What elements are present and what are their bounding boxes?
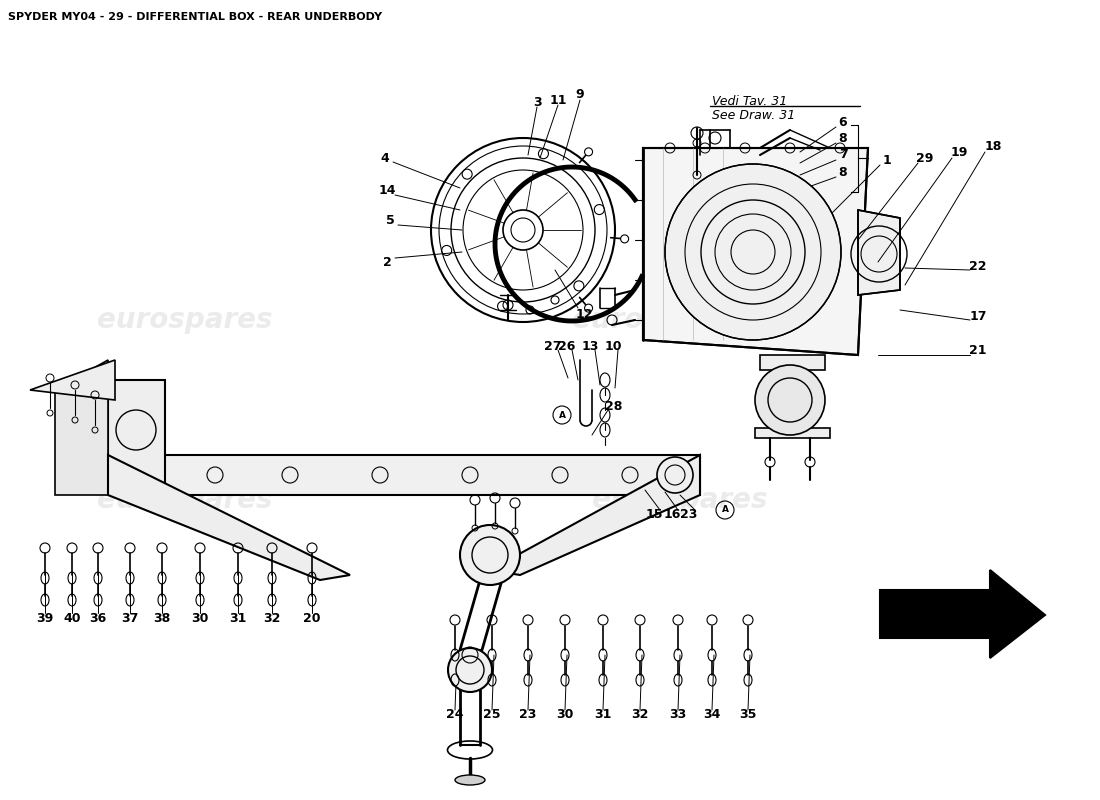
Text: 8: 8 bbox=[838, 131, 847, 145]
Text: 39: 39 bbox=[36, 611, 54, 625]
Text: 27: 27 bbox=[544, 339, 562, 353]
Text: 5: 5 bbox=[386, 214, 395, 227]
Text: 32: 32 bbox=[263, 611, 280, 625]
Text: SPYDER MY04 - 29 - DIFFERENTIAL BOX - REAR UNDERBODY: SPYDER MY04 - 29 - DIFFERENTIAL BOX - RE… bbox=[8, 12, 382, 22]
Text: A: A bbox=[559, 410, 565, 419]
Polygon shape bbox=[490, 455, 700, 575]
Circle shape bbox=[460, 525, 520, 585]
Circle shape bbox=[755, 365, 825, 435]
Text: 19: 19 bbox=[950, 146, 968, 159]
Circle shape bbox=[584, 304, 593, 312]
Text: 35: 35 bbox=[739, 709, 757, 722]
Text: 26: 26 bbox=[559, 339, 575, 353]
Polygon shape bbox=[108, 380, 165, 495]
Text: 12: 12 bbox=[575, 307, 593, 321]
Text: 15: 15 bbox=[646, 509, 662, 522]
Text: 4: 4 bbox=[381, 151, 389, 165]
Polygon shape bbox=[760, 355, 825, 370]
Ellipse shape bbox=[455, 775, 485, 785]
Text: 11: 11 bbox=[549, 94, 566, 106]
Text: 1: 1 bbox=[882, 154, 891, 167]
Polygon shape bbox=[755, 428, 830, 438]
Text: 25: 25 bbox=[483, 709, 500, 722]
Text: 3: 3 bbox=[532, 95, 541, 109]
Text: 40: 40 bbox=[64, 611, 80, 625]
Text: 32: 32 bbox=[631, 709, 649, 722]
Text: 34: 34 bbox=[703, 709, 720, 722]
Circle shape bbox=[448, 648, 492, 692]
Polygon shape bbox=[30, 360, 116, 400]
Text: 7: 7 bbox=[838, 149, 847, 162]
Text: 30: 30 bbox=[191, 611, 209, 625]
Text: 16: 16 bbox=[663, 509, 681, 522]
Text: 38: 38 bbox=[153, 611, 170, 625]
Polygon shape bbox=[644, 148, 868, 355]
Text: 9: 9 bbox=[575, 89, 584, 102]
Text: 18: 18 bbox=[984, 141, 1002, 154]
Polygon shape bbox=[858, 210, 900, 295]
Circle shape bbox=[657, 457, 693, 493]
Text: 23: 23 bbox=[519, 709, 537, 722]
Text: 23: 23 bbox=[680, 509, 697, 522]
Text: eurospares: eurospares bbox=[97, 306, 273, 334]
Text: 2: 2 bbox=[383, 255, 392, 269]
Text: 31: 31 bbox=[594, 709, 612, 722]
Polygon shape bbox=[880, 570, 1045, 658]
Text: 8: 8 bbox=[838, 166, 847, 178]
Polygon shape bbox=[108, 455, 350, 580]
Text: 37: 37 bbox=[121, 611, 139, 625]
Circle shape bbox=[666, 164, 842, 340]
Text: 6: 6 bbox=[838, 117, 847, 130]
Text: See Draw. 31: See Draw. 31 bbox=[712, 109, 795, 122]
Text: 29: 29 bbox=[916, 151, 934, 165]
Polygon shape bbox=[55, 360, 108, 495]
Text: 36: 36 bbox=[89, 611, 107, 625]
Circle shape bbox=[620, 235, 628, 243]
Text: 21: 21 bbox=[969, 345, 987, 358]
Text: eurospares: eurospares bbox=[572, 306, 748, 334]
Text: 20: 20 bbox=[304, 611, 321, 625]
Polygon shape bbox=[108, 455, 700, 495]
Text: 17: 17 bbox=[969, 310, 987, 322]
Text: 31: 31 bbox=[229, 611, 246, 625]
Text: eurospares: eurospares bbox=[592, 486, 768, 514]
Text: 13: 13 bbox=[581, 339, 598, 353]
Text: 30: 30 bbox=[557, 709, 574, 722]
Text: eurospares: eurospares bbox=[97, 486, 273, 514]
Text: 10: 10 bbox=[604, 339, 622, 353]
Text: 22: 22 bbox=[969, 259, 987, 273]
Text: 24: 24 bbox=[447, 709, 464, 722]
Text: 33: 33 bbox=[670, 709, 686, 722]
Text: 28: 28 bbox=[605, 399, 623, 413]
Text: 14: 14 bbox=[378, 185, 396, 198]
Text: A: A bbox=[722, 506, 728, 514]
Text: Vedi Tav. 31: Vedi Tav. 31 bbox=[712, 95, 788, 108]
Circle shape bbox=[584, 148, 593, 156]
